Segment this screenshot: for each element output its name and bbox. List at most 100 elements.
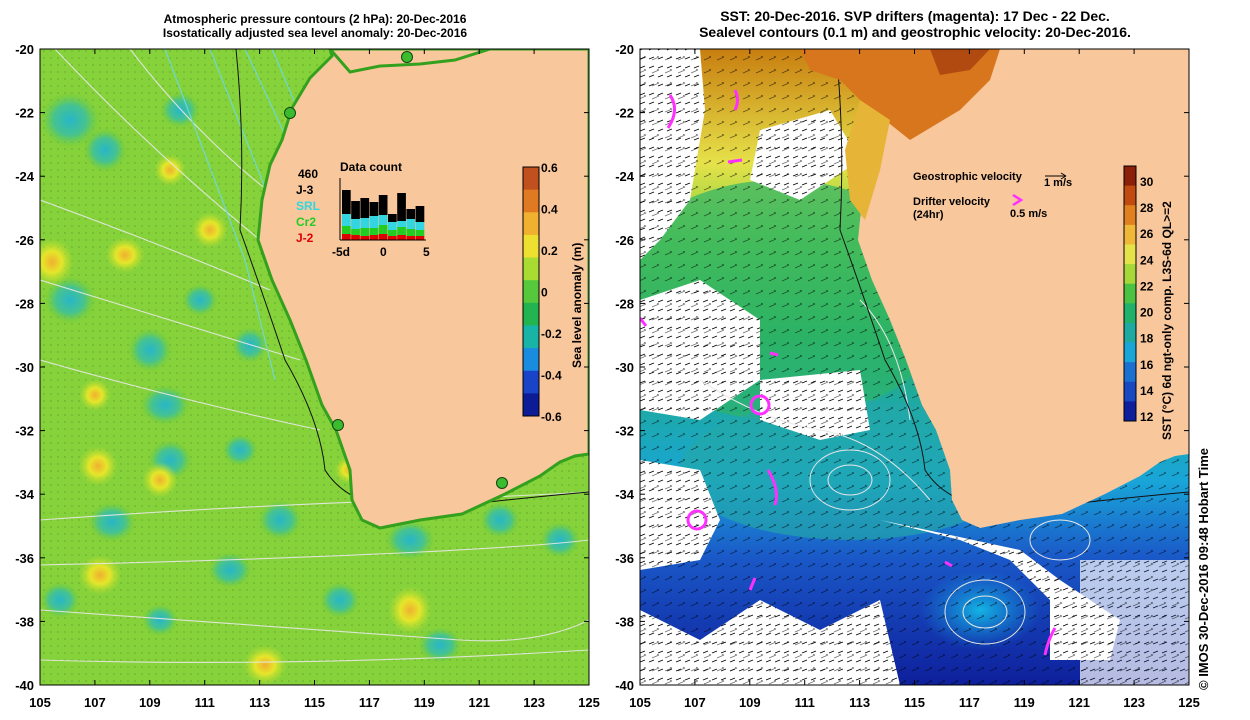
tide-gauge-marker <box>284 107 296 119</box>
sealevel-contour <box>944 579 1026 645</box>
negative-anomaly <box>385 520 435 560</box>
sla-colorbar-segment <box>523 302 539 326</box>
data-count-bar-segment <box>342 190 351 214</box>
drifter-velocity-label: Drifter velocity <box>913 196 991 208</box>
data-count-bar-segment <box>360 228 370 236</box>
x-tick-label: 117 <box>359 695 380 710</box>
sla-colorbar-segment <box>523 257 539 281</box>
pressure-contour <box>40 279 301 361</box>
y-tick-label: -28 <box>15 296 34 311</box>
sla-colorbar-segment <box>523 280 539 304</box>
sla-colorbar-frame <box>522 166 540 417</box>
y-tick-label: -22 <box>15 106 34 121</box>
data-count-bars <box>342 190 425 240</box>
australia-landmass <box>256 49 589 530</box>
drifter-scale-label: 0.5 m/s <box>1010 208 1047 220</box>
sla-colorbar-segment <box>523 212 539 236</box>
sst-colorbar-label: SST (°C) 6d ngt-only comp. L3S-6d QL>=2 <box>1160 201 1174 440</box>
drifter-track <box>944 560 953 568</box>
drifter-track <box>766 469 778 506</box>
y-tick-label: -36 <box>615 551 634 566</box>
drifter-track <box>1043 627 1057 656</box>
sst-colorbar-segment <box>1124 342 1136 363</box>
data-count-bar-segment <box>415 236 425 240</box>
negative-anomaly <box>128 328 172 372</box>
sla-colorbar-segment <box>523 393 539 417</box>
drifter-track <box>727 158 743 164</box>
sst-colorbar-frame <box>1123 165 1137 422</box>
tide-gauge-marker <box>332 419 344 431</box>
x-tick-label: 117 <box>959 695 980 710</box>
y-tick-label: -40 <box>15 678 34 693</box>
positive-anomaly <box>388 586 432 634</box>
negative-anomaly <box>83 128 127 172</box>
y-tick-label: -24 <box>15 169 35 184</box>
drifter-track <box>733 89 739 111</box>
drifter-track <box>666 94 676 129</box>
x-tick-label: 107 <box>84 695 106 710</box>
positive-anomaly <box>142 462 178 498</box>
data-count-bar-segment <box>378 195 388 215</box>
negative-anomaly <box>540 522 580 558</box>
y-tick-label: -26 <box>15 233 34 248</box>
y-tick-label: -30 <box>615 360 634 375</box>
x-tick-label: 121 <box>1068 695 1090 710</box>
australia-landmass <box>858 49 1189 528</box>
x-tick-label: 125 <box>1178 695 1200 710</box>
sla-colorbar-segment <box>523 370 539 394</box>
sealevel-contour <box>1029 519 1091 561</box>
x-tick-label: 121 <box>468 695 490 710</box>
sla-colorbar-segment <box>523 348 539 372</box>
negative-anomaly <box>44 276 96 324</box>
data-count-bar-segment <box>360 236 370 240</box>
y-tick-label: -20 <box>615 42 634 57</box>
data-count-bar-segment <box>351 201 360 219</box>
sst-colorbar-segment <box>1124 303 1136 324</box>
left-title-line1: Atmospheric pressure contours (2 hPa): 2… <box>163 12 467 26</box>
drifter-track <box>686 509 708 531</box>
tide-gauge-marker <box>496 477 508 489</box>
sst-colorbar-segment <box>1124 224 1136 245</box>
sla-colorbar-tick: 0.6 <box>541 161 558 175</box>
data-count-bar-segment <box>397 221 406 227</box>
x-tick-label: 111 <box>795 695 815 710</box>
sealevel-contour <box>859 299 911 421</box>
pressure-contour <box>40 539 589 566</box>
data-count-title: Data count <box>340 160 402 174</box>
data-count-bar-segment <box>378 234 388 240</box>
sealevel-contour <box>699 379 931 501</box>
sst-colorbar-tick: 16 <box>1140 358 1154 372</box>
y-tick-label: -38 <box>15 614 34 629</box>
data-count-bar-segment <box>369 235 379 240</box>
geostrophic-velocity-label: Geostrophic velocity <box>913 171 1023 183</box>
positive-anomaly <box>40 238 74 286</box>
data-count-xtick: -5d <box>332 245 350 259</box>
x-tick-label: 105 <box>629 695 651 710</box>
negative-anomaly <box>320 582 360 618</box>
sst-colorbar-segment <box>1124 264 1136 285</box>
drifter-track <box>640 317 648 327</box>
data-count-bar-segment <box>388 236 397 240</box>
positive-anomaly <box>78 555 122 595</box>
data-count-bar-segment <box>388 222 397 230</box>
pressure-contour <box>209 49 271 201</box>
data-count-bar-segment <box>342 234 351 240</box>
data-count-bar-segment <box>406 209 416 219</box>
y-tick-label: -22 <box>615 106 634 121</box>
sst-colorbar-segment <box>1124 283 1136 304</box>
y-tick-label: -34 <box>615 487 635 502</box>
sst-colorbar-segment <box>1124 244 1136 265</box>
positive-anomaly <box>105 237 145 273</box>
y-tick-label: -24 <box>615 169 635 184</box>
negative-anomaly <box>40 582 80 618</box>
sla-colorbar-tick: -0.6 <box>541 410 562 424</box>
sla-colorbar-segment <box>523 189 539 213</box>
imos-watermark: © IMOS 30-Dec-2016 09:48 Hobart Time <box>1196 448 1211 690</box>
data-count-inset: Data count 460 J-3 SRL Cr2 J-2 -5d 0 5 <box>296 160 430 259</box>
pressure-contour <box>164 49 276 381</box>
sla-colorbar-tick: -0.2 <box>541 327 562 341</box>
drifter-scale-arrow <box>1012 193 1024 207</box>
data-count-bar-segment <box>406 229 416 236</box>
sst-colorbar-segment <box>1124 166 1136 187</box>
